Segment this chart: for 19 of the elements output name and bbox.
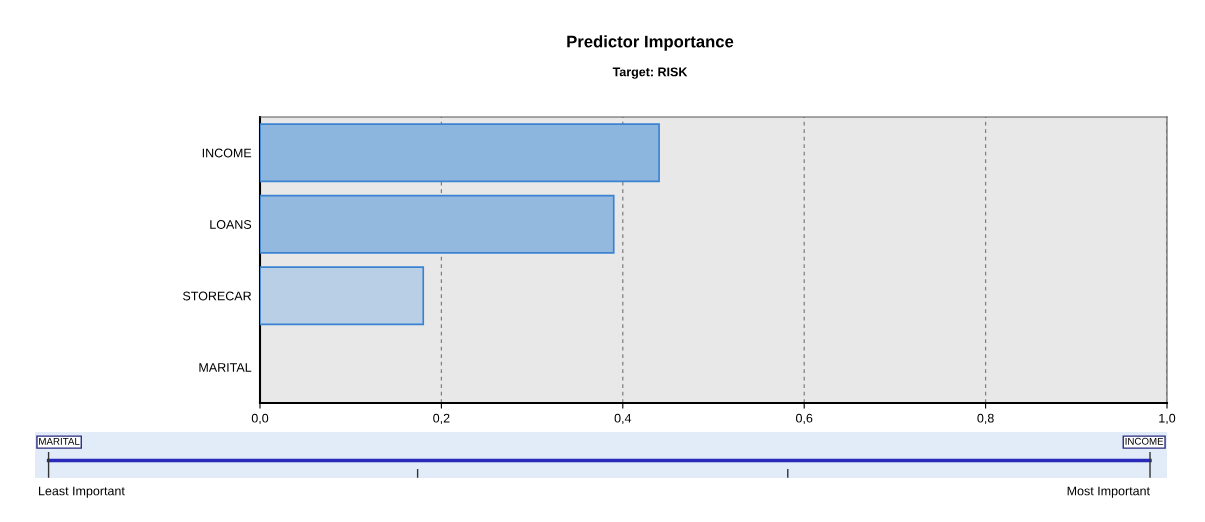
chart-title: Predictor Importance — [567, 35, 734, 51]
y-tick-label: LOANS — [210, 220, 252, 229]
y-tick-label: INCOME — [202, 148, 252, 158]
x-tick-label: 0,6 — [796, 413, 813, 425]
bar — [260, 123, 660, 183]
text: Least Important — [39, 486, 125, 498]
x-tick-label: 0,2 — [433, 413, 450, 425]
text: MARITAL — [39, 437, 80, 445]
bar — [260, 266, 425, 326]
y-tick-label: STORECAR — [183, 291, 252, 301]
y-tick-label: MARITAL — [199, 363, 252, 372]
x-tick-label: 0,4 — [614, 413, 632, 425]
x-tick-label: 1,0 — [1159, 413, 1176, 425]
x-tick-label: 0,0 — [251, 413, 269, 425]
text: Most Important — [1067, 486, 1150, 498]
x-tick-label: 0,8 — [977, 413, 994, 425]
text: INCOME — [1125, 437, 1164, 445]
chart-subtitle: Target: RISK — [612, 67, 688, 79]
bar — [260, 194, 615, 254]
